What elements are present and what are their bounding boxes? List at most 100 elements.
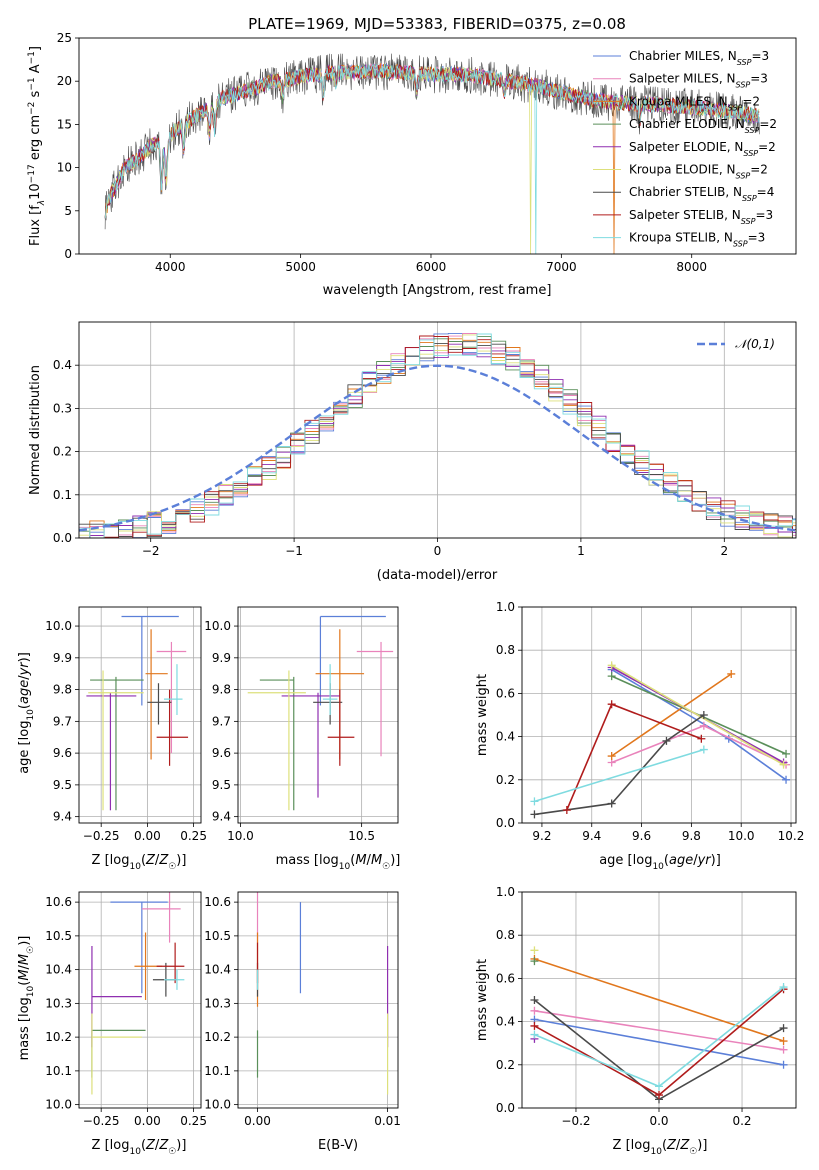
x-tick-label: −2 [142, 544, 160, 558]
y-tick-label: 10.6 [45, 895, 72, 909]
legend-label: Kroupa STELIB, NSSP=3 [629, 231, 765, 249]
spectrum-series-9 [104, 63, 760, 254]
grid-lines [238, 892, 398, 1108]
x-tick-label: 10.5 [348, 829, 375, 843]
y-tick-label: 20 [57, 74, 72, 88]
series-marker [779, 760, 788, 769]
series-line [534, 748, 705, 803]
histogram-ylabel: Normed distribution [28, 365, 43, 495]
legend-suffix: =3 [755, 208, 773, 222]
y-tick-label: 10.0 [204, 619, 231, 633]
histogram-series-1 [79, 332, 796, 538]
x-tick-label: 9.4 [582, 829, 601, 843]
errorbar-point-5 [91, 946, 142, 1048]
legend-sub: SSP [736, 80, 751, 89]
histogram-series-5 [79, 343, 796, 538]
legend-suffix: =2 [742, 94, 760, 108]
errorbar-point-4 [259, 676, 295, 811]
y-tick-label: 0.4 [496, 730, 515, 744]
y-tick-label: 9.7 [212, 714, 231, 728]
axes-frame [78, 321, 797, 539]
x-tick-label: 0.00 [244, 1114, 271, 1128]
legend-suffix: =2 [759, 117, 777, 131]
legend-sub: SSP [737, 58, 752, 67]
x-tick-label: 10.0 [728, 829, 755, 843]
y-tick-label: 10.1 [204, 1064, 231, 1078]
x-tick-label: 0.01 [374, 1114, 401, 1128]
y-tick-label: 9.8 [212, 683, 231, 697]
y-tick-label: 10.2 [45, 1030, 72, 1044]
legend-suffix: =2 [750, 163, 768, 177]
legend-sub: SSP [733, 239, 748, 248]
weight-series-9 [530, 983, 788, 1091]
x-tick-label: 0.25 [180, 1114, 207, 1128]
errorbar-point-8 [156, 689, 189, 766]
weight-series-3 [607, 669, 736, 761]
errorbar-point-6 [247, 670, 306, 811]
y-tick-label: 0.2 [496, 1058, 515, 1072]
errorbar-point-8 [327, 689, 355, 766]
series-line [534, 1010, 784, 1051]
series-line [534, 958, 784, 1042]
errorbar-point-1 [319, 615, 386, 706]
legend-label: Chabrier ELODIE, NSSP=2 [629, 117, 777, 135]
p5-ylabel: mass weight [475, 674, 490, 756]
ticks: −0.25 0.00 0.25 9.4 9.5 9.6 9.7 9.8 9.9 10.0 [45, 619, 207, 843]
series-marker [662, 736, 671, 745]
spectrum-series-3 [104, 63, 760, 254]
series-marker [699, 721, 708, 730]
weight-series-1 [607, 665, 791, 784]
axes-frame [521, 606, 797, 824]
axes-frame [78, 606, 202, 824]
series-marker [530, 797, 539, 806]
ticks: 4000 5000 6000 7000 8000 0 5 10 15 20 25 [57, 31, 707, 274]
series-marker [655, 1091, 663, 1100]
p6-xlabel: Z [log10(Z/Z☉)] [92, 1138, 187, 1157]
x-tick-label: −1 [285, 544, 303, 558]
y-tick-label: 25 [57, 31, 72, 45]
series-marker [779, 1024, 788, 1033]
y-tick-label: 9.9 [212, 651, 231, 665]
y-tick-label: 9.4 [212, 810, 231, 824]
grid-lines [238, 607, 398, 823]
massweight-vs-metallicity-panel: −0.2 0.0 0.2 0.0 0.2 0.4 0.6 0.8 1.0 [496, 885, 797, 1128]
grid-lines [522, 606, 796, 824]
weight-series-4 [530, 957, 539, 966]
p5-xlabel: age [log10(age/yr)] [599, 853, 721, 872]
legend-sub: SSP [728, 103, 743, 112]
series-marker [699, 711, 708, 719]
axes-frame [237, 606, 399, 824]
ticks: 10.0 10.5 9.4 9.5 9.6 9.7 9.8 9.9 10.0 [204, 619, 375, 843]
y-tick-label: 15 [57, 117, 72, 131]
y-tick-label: 10.5 [204, 929, 231, 943]
residual-histogram-panel: −2 −1 0 1 2 0.0 0.1 0.2 0.3 0.4 𝒩(0,1) [53, 321, 797, 558]
series-marker [779, 1045, 788, 1054]
histogram-series-9 [79, 333, 796, 538]
series-marker [782, 749, 791, 758]
mass-vs-ebv-panel: 0.00 0.01 10.0 10.1 10.2 10.3 10.4 10.5 10.6 [204, 891, 401, 1128]
errorbar-point-6 [91, 1013, 142, 1095]
series-marker [607, 752, 616, 761]
y-tick-label: 10.2 [204, 1030, 231, 1044]
p8-ylabel: mass weight [475, 959, 490, 1041]
x-tick-label: 2 [720, 544, 728, 558]
y-tick-label: 0.1 [53, 488, 72, 502]
y-tick-label: 10 [57, 161, 72, 175]
x-tick-label: −0.2 [561, 1114, 590, 1128]
y-tick-label: 10.0 [45, 1098, 72, 1112]
y-tick-label: 9.7 [53, 714, 72, 728]
legend-sub: SSP [741, 216, 756, 225]
histogram-xlabel: (data-model)/error [377, 568, 498, 583]
series-marker [530, 957, 539, 966]
series-marker [655, 1082, 663, 1091]
y-tick-label: 0.2 [496, 773, 515, 787]
series-marker [530, 996, 539, 1004]
series-marker [607, 700, 616, 709]
legend-label: Kroupa ELODIE, NSSP=2 [629, 163, 768, 181]
normal-legend-label: 𝒩(0,1) [735, 337, 775, 351]
x-tick-label: 9.2 [532, 829, 551, 843]
y-tick-label: 0 [64, 247, 72, 261]
age-vs-mass-panel: 10.0 10.5 9.4 9.5 9.6 9.7 9.8 9.9 10.0 [204, 606, 399, 843]
weight-series-8 [562, 700, 706, 815]
